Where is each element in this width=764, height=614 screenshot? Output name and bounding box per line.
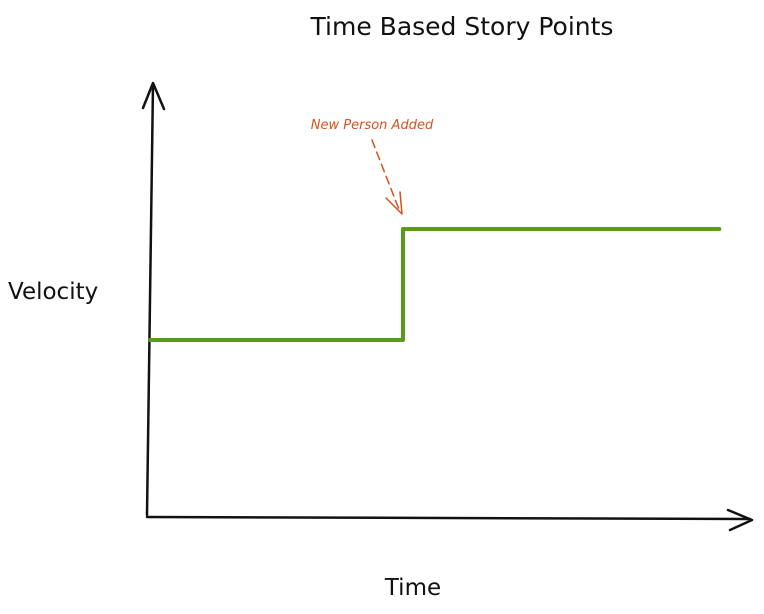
annotation-arrow-icon — [371, 139, 401, 213]
axes — [141, 81, 754, 532]
x-axis-arrow — [726, 508, 754, 532]
annotation-arrowhead-icon — [385, 191, 403, 215]
x-axis — [145, 515, 752, 521]
chart-title: Time Based Story Points — [310, 12, 614, 41]
velocity-line — [148, 227, 722, 342]
y-axis — [145, 82, 155, 517]
y-axis-arrow — [141, 81, 166, 111]
y-axis-label: Velocity — [8, 279, 98, 305]
x-axis-label: Time — [384, 575, 441, 601]
annotation-label: New Person Added — [311, 118, 434, 133]
annotation: New Person Added — [311, 118, 434, 215]
